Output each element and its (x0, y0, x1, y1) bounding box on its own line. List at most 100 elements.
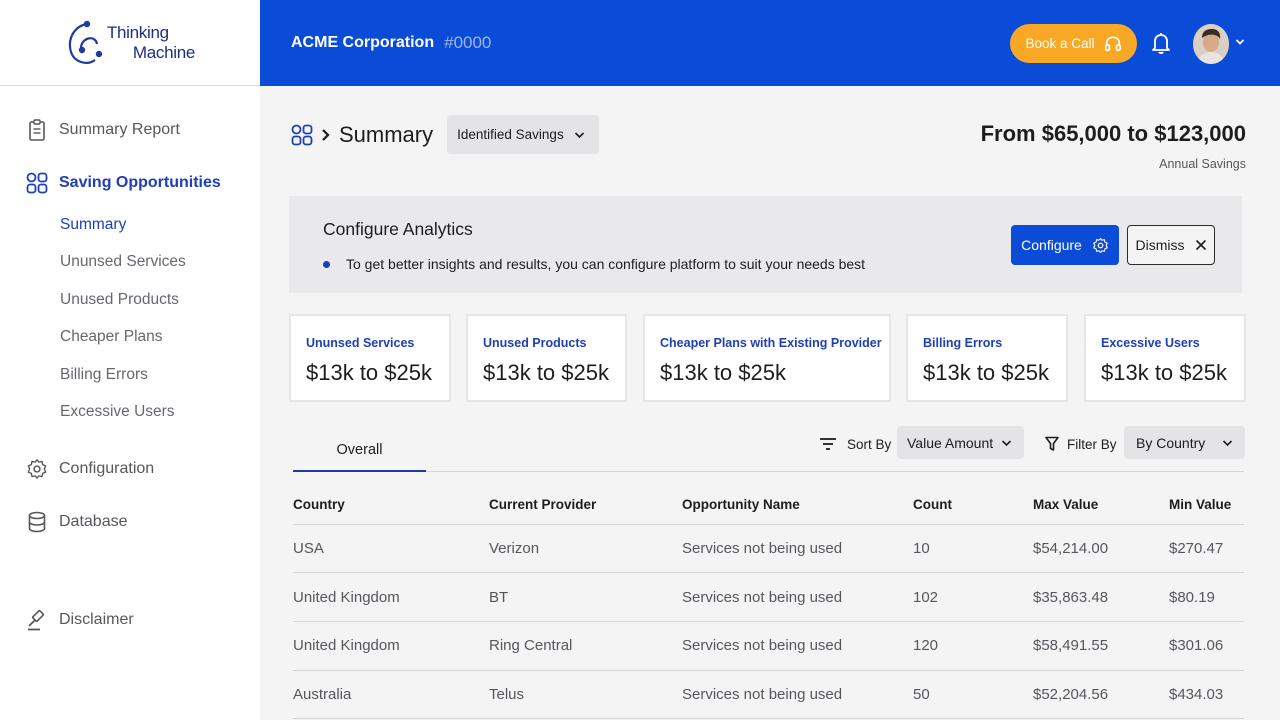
grid-icon (26, 172, 48, 194)
card-unused-services[interactable]: Ununsed Services $13k to $25k (289, 314, 451, 402)
card-billing-errors[interactable]: Billing Errors $13k to $25k (906, 314, 1068, 402)
column-header-opportunity-name[interactable]: Opportunity Name (682, 486, 913, 525)
card-excessive-users[interactable]: Excessive Users $13k to $25k (1084, 314, 1246, 402)
cell-count: 102 (913, 572, 1033, 622)
filter-by-label: Filter By (1067, 436, 1117, 452)
filter-by-control[interactable]: Filter By (1045, 429, 1117, 459)
annual-savings-range: From $65,000 to $123,000 (980, 121, 1246, 146)
cell-min-value: $270.47 (1169, 524, 1244, 574)
chevron-down-icon[interactable] (1235, 38, 1245, 46)
cell-max-value: $35,863.48 (1033, 572, 1169, 622)
sidebar-item-label: Saving Opportunities (59, 174, 221, 191)
dismiss-button-label: Dismiss (1135, 237, 1185, 253)
gear-icon (1093, 237, 1108, 253)
page-title: Summary (339, 121, 434, 147)
table-row[interactable]: United Kingdom Ring Central Services not… (293, 621, 1244, 671)
subnav-item-unused-products[interactable]: Unused Products (60, 290, 179, 308)
breadcrumb: Summary Identified Savings (291, 115, 599, 154)
sort-by-value: Value Amount (907, 434, 994, 451)
column-header-current-provider[interactable]: Current Provider (489, 486, 682, 525)
chevron-down-icon (1001, 439, 1012, 446)
cell-provider: Verizon (489, 524, 682, 574)
sidebar-item-summary-report[interactable]: Summary Report (0, 116, 260, 144)
table-header-row: Country Current Provider Opportunity Nam… (293, 486, 1244, 525)
table-controls: Overall Sort By Value Amount Filter By B… (293, 426, 1245, 472)
cell-country: United Kingdom (293, 621, 489, 671)
cell-count: 10 (913, 524, 1033, 574)
logo[interactable]: Thinking Machine (65, 18, 195, 68)
sidebar-item-label: Summary Report (59, 121, 180, 138)
sidebar-item-disclaimer[interactable]: Disclaimer (26, 606, 134, 634)
subnav-item-summary[interactable]: Summary (60, 215, 127, 233)
sort-icon (820, 438, 836, 450)
cell-max-value: $54,214.00 (1033, 524, 1169, 574)
book-a-call-button[interactable]: Book a Call (1010, 24, 1137, 63)
sidebar-item-database[interactable]: Database (0, 508, 260, 536)
sidebar-nav: Summary Report Saving Opportunities Summ… (0, 86, 260, 536)
cell-count: 120 (913, 621, 1033, 671)
sort-by-select[interactable]: Value Amount (897, 426, 1024, 459)
cell-min-value: $434.03 (1169, 670, 1244, 720)
table-row[interactable]: Australia Telus Services not being used … (293, 670, 1244, 720)
cell-opportunity: Services not being used (682, 524, 913, 574)
table-row[interactable]: USA Verizon Services not being used 10 $… (293, 524, 1244, 574)
cell-provider: Telus (489, 670, 682, 720)
bell-icon[interactable] (1150, 31, 1172, 55)
close-icon (1195, 239, 1206, 251)
logo-icon (68, 20, 103, 64)
logo-line-1: Thinking (106, 22, 169, 42)
cell-opportunity: Services not being used (682, 621, 913, 671)
main-content: Summary Identified Savings From $65,000 … (260, 86, 1280, 720)
column-header-count[interactable]: Count (913, 486, 1033, 525)
filter-icon (1045, 436, 1059, 451)
configure-title: Configure Analytics (323, 219, 473, 239)
subnav-item-excessive-users[interactable]: Excessive Users (60, 403, 175, 421)
column-header-max-value[interactable]: Max Value (1033, 486, 1169, 525)
cell-min-value: $80.19 (1169, 572, 1244, 622)
grid-icon[interactable] (291, 124, 313, 146)
sort-by-label: Sort By (847, 436, 892, 452)
logo-text: Thinking Machine (107, 23, 195, 63)
filter-by-value: By Country (1136, 434, 1206, 451)
configure-button-label: Configure (1021, 237, 1082, 253)
headset-icon (1104, 35, 1121, 51)
chevron-down-icon (574, 131, 584, 138)
sort-by-control[interactable]: Sort By (819, 429, 891, 459)
sidebar-item-label: Configuration (59, 460, 155, 477)
bullet-dot (323, 260, 330, 268)
card-label: Billing Errors (923, 336, 1003, 350)
identified-savings-dropdown[interactable]: Identified Savings (447, 115, 599, 154)
company-name: ACME Corporation (291, 34, 435, 51)
card-value: $13k to $25k (1101, 360, 1227, 385)
card-cheaper-plans[interactable]: Cheaper Plans with Existing Provider $13… (643, 314, 891, 402)
cell-min-value: $301.06 (1169, 621, 1244, 671)
dismiss-button[interactable]: Dismiss (1127, 225, 1215, 265)
tab-overall[interactable]: Overall (293, 429, 426, 472)
book-a-call-label: Book a Call (1025, 36, 1095, 51)
subnav-item-unused-services[interactable]: Ununsed Services (60, 253, 186, 271)
sidebar: Thinking Machine Summary Report Saving O… (0, 0, 260, 720)
cell-opportunity: Services not being used (682, 670, 913, 720)
sidebar-item-label: Database (59, 513, 128, 530)
avatar[interactable] (1193, 24, 1229, 64)
subnav-item-cheaper-plans[interactable]: Cheaper Plans (60, 328, 163, 346)
sidebar-item-saving-opportunities[interactable]: Saving Opportunities (0, 169, 260, 197)
configure-analytics-panel: Configure Analytics To get better insigh… (289, 196, 1242, 293)
sidebar-item-label: Disclaimer (59, 611, 134, 628)
configure-button[interactable]: Configure (1011, 225, 1119, 265)
card-unused-products[interactable]: Unused Products $13k to $25k (466, 314, 627, 402)
database-icon (26, 511, 48, 533)
logo-line-2: Machine (132, 42, 196, 62)
dropdown-value: Identified Savings (457, 127, 564, 142)
cell-provider: BT (489, 572, 682, 622)
subnav-item-billing-errors[interactable]: Billing Errors (60, 365, 148, 383)
column-header-country[interactable]: Country (293, 486, 489, 525)
cell-country: USA (293, 524, 489, 574)
column-header-min-value[interactable]: Min Value (1169, 486, 1244, 525)
clipboard-icon (26, 119, 48, 141)
cell-country: United Kingdom (293, 572, 489, 622)
sidebar-item-configuration[interactable]: Configuration (0, 455, 260, 483)
filter-by-select[interactable]: By Country (1124, 426, 1245, 459)
user-photo-icon (1193, 24, 1229, 64)
table-row[interactable]: United Kingdom BT Services not being use… (293, 572, 1244, 622)
